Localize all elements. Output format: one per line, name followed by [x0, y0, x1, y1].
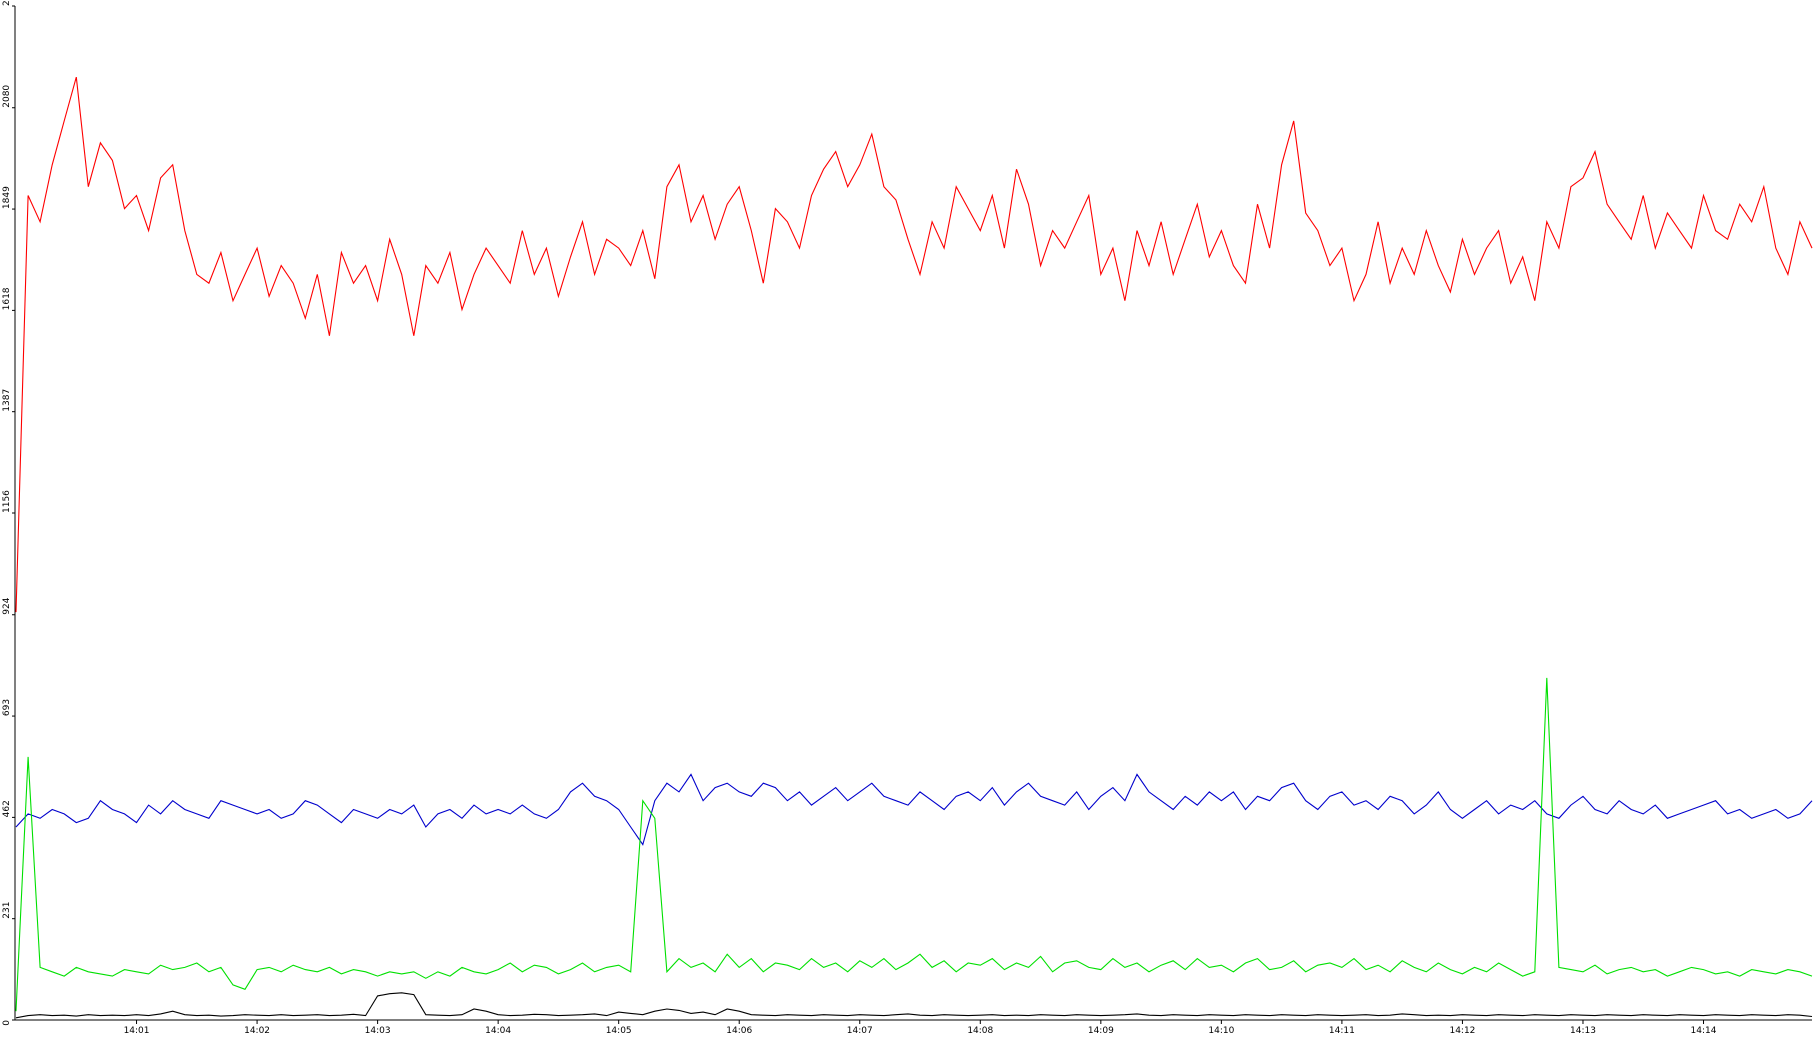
y-tick-label: 1387 — [2, 389, 12, 412]
series-line — [15, 773, 1813, 846]
y-tick-label: 2312 — [2, 0, 12, 6]
y-tick-label: 693 — [2, 699, 12, 716]
y-tick-label: 0 — [2, 1020, 12, 1026]
y-tick-label: 462 — [2, 800, 12, 817]
x-tick-label: 14:05 — [606, 1026, 632, 1036]
y-tick-label: 924 — [2, 597, 12, 614]
x-tick-label: 14:11 — [1329, 1026, 1355, 1036]
series-line — [15, 677, 1813, 1012]
x-tick-label: 14:04 — [485, 1026, 511, 1036]
x-tick-label: 14:01 — [124, 1026, 150, 1036]
x-tick-label: 14:08 — [967, 1026, 993, 1036]
y-tick-label: 2080 — [2, 85, 12, 108]
x-tick-label: 14:10 — [1208, 1026, 1234, 1036]
series-line — [15, 992, 1813, 1019]
y-tick-label: 1618 — [2, 287, 12, 310]
y-tick-label: 1849 — [2, 186, 12, 209]
x-tick-label: 14:03 — [365, 1026, 391, 1036]
x-tick-label: 14:09 — [1088, 1026, 1114, 1036]
x-tick-label: 14:13 — [1570, 1026, 1596, 1036]
x-tick-label: 14:14 — [1691, 1026, 1717, 1036]
x-tick-label: 14:06 — [726, 1026, 752, 1036]
y-tick-label: 231 — [2, 902, 12, 919]
x-tick-label: 14:02 — [244, 1026, 270, 1036]
series-line — [15, 76, 1813, 613]
x-tick-label: 14:07 — [847, 1026, 873, 1036]
y-tick-label: 1156 — [2, 490, 12, 513]
x-tick-label: 14:12 — [1449, 1026, 1475, 1036]
